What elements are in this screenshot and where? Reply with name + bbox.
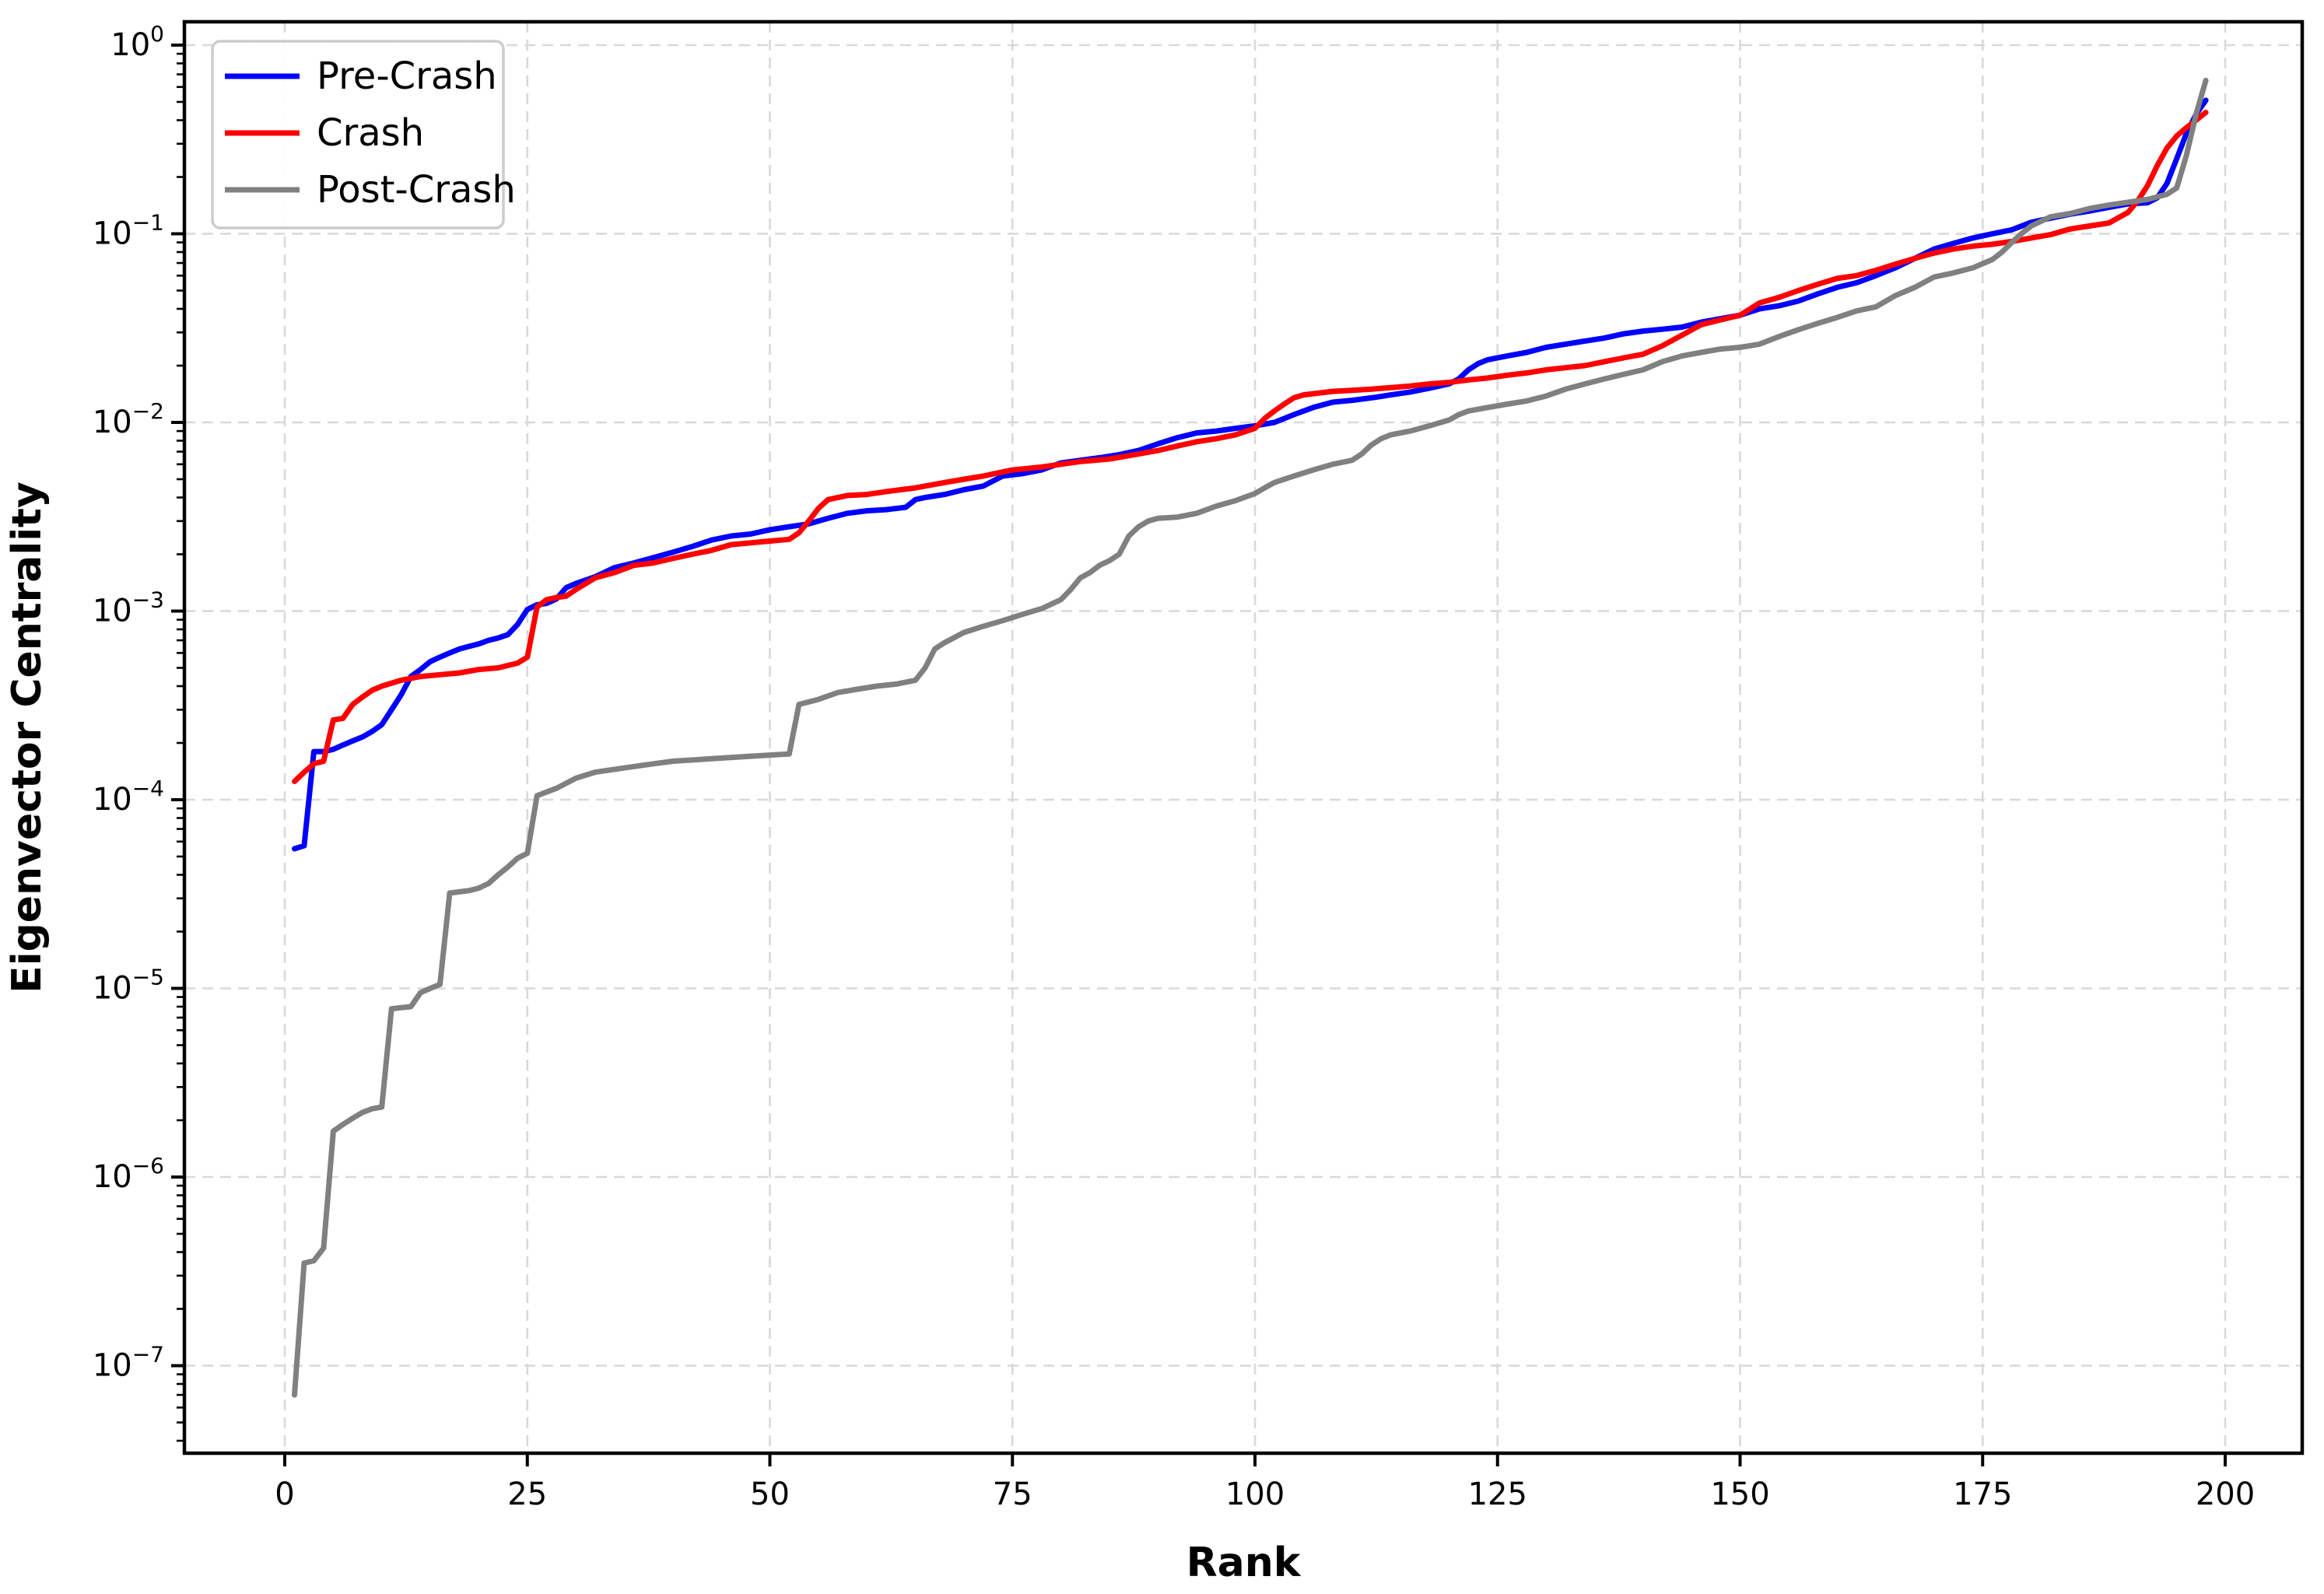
legend-box xyxy=(211,40,505,229)
y-tick-label: 10−4 xyxy=(93,776,164,818)
x-tick-label: 150 xyxy=(1710,1477,1769,1512)
legend-item-pre-crash: Pre-Crash xyxy=(225,54,497,98)
series-line-post-crash xyxy=(292,77,2209,1398)
legend-item-crash: Crash xyxy=(225,111,424,155)
x-tick-label: 50 xyxy=(750,1477,790,1512)
series-line-pre-crash xyxy=(292,97,2209,852)
y-tick-label: 10−7 xyxy=(93,1342,164,1384)
legend-label-pre-crash: Pre-Crash xyxy=(317,54,497,98)
x-tick-label: 100 xyxy=(1225,1477,1285,1512)
y-tick-label: 10−6 xyxy=(93,1153,164,1195)
x-tick-label: 25 xyxy=(507,1477,547,1512)
x-tick-label: 200 xyxy=(2196,1477,2255,1512)
y-axis-label: Eigenvector Centrality xyxy=(4,482,51,993)
legend-item-post-crash: Post-Crash xyxy=(225,168,516,212)
tick-labels: 0 25 50 75 100 125 150 175 200 100 10−1 10−2 10−3 10−… xyxy=(93,21,2255,1512)
series-line-crash xyxy=(292,110,2209,784)
legend: Pre-Crash Crash Post-Crash xyxy=(211,40,516,229)
y-tick-label: 10−5 xyxy=(93,965,164,1007)
x-tick-label: 75 xyxy=(993,1477,1032,1512)
ticks xyxy=(171,44,2227,1466)
y-tick-label: 100 xyxy=(110,21,164,63)
x-tick-label: 0 xyxy=(275,1477,294,1512)
gridlines xyxy=(184,22,2302,1453)
data-series xyxy=(292,77,2209,1398)
x-tick-label: 175 xyxy=(1953,1477,2012,1512)
axes-spines xyxy=(182,19,2305,1456)
axes-frame xyxy=(182,19,2305,1456)
y-tick-label: 10−2 xyxy=(93,398,164,440)
legend-label-crash: Crash xyxy=(317,111,424,155)
y-tick-label: 10−3 xyxy=(93,587,164,629)
x-axis-label: Rank xyxy=(1187,1540,1302,1586)
x-tick-label: 125 xyxy=(1468,1477,1527,1512)
legend-label-post-crash: Post-Crash xyxy=(317,168,516,212)
y-tick-label: 10−1 xyxy=(93,210,164,252)
